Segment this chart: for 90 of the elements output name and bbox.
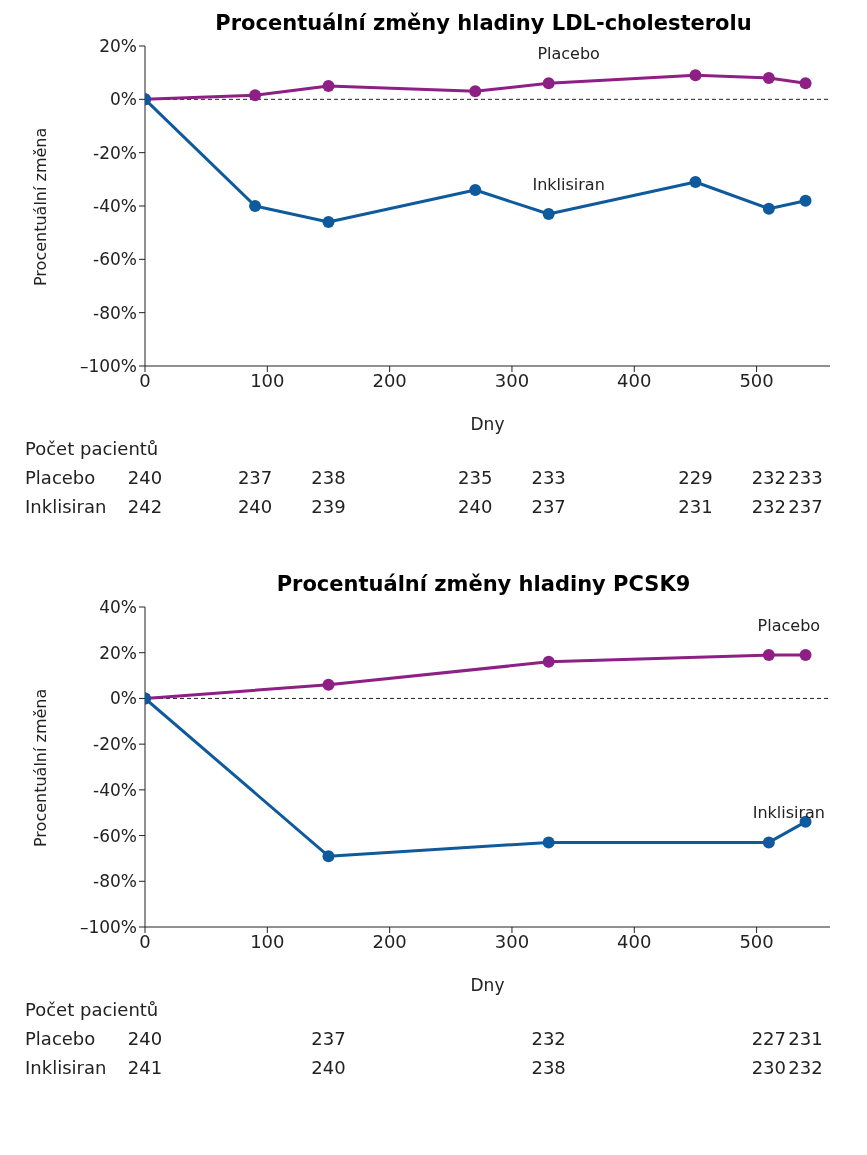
point [249, 89, 262, 102]
point [542, 77, 555, 90]
point [322, 216, 335, 228]
x-tick-label: 500 [739, 930, 774, 952]
y-axis-title: Procentuální změna [30, 688, 50, 847]
point [762, 649, 775, 661]
text: 233 [788, 467, 823, 488]
point [799, 194, 812, 207]
x-tick-label: 0 [139, 930, 151, 952]
point [469, 85, 482, 98]
text: 232 [530, 1028, 567, 1049]
y-tick-label: -80% [93, 871, 137, 892]
x-tick-label: 400 [617, 369, 652, 391]
text: 237 [236, 467, 274, 488]
x-tick-label: 0 [139, 369, 151, 391]
x-tick-label: 400 [617, 930, 652, 952]
text: 242 [126, 496, 164, 517]
series-label: Inklisiran [532, 175, 605, 194]
y-tick-label: -60% [93, 825, 137, 846]
y-tick-label: 0% [110, 89, 137, 110]
point [689, 69, 702, 82]
point [799, 649, 812, 661]
point [469, 184, 482, 196]
text: 232 [751, 467, 786, 488]
text: 230 [751, 1057, 786, 1078]
y-tick-label: 0% [110, 688, 137, 709]
y-tick-label: -80% [93, 302, 137, 323]
text: 241 [126, 1057, 164, 1078]
text: 231 [677, 496, 714, 517]
point [542, 655, 555, 668]
text: 240 [126, 467, 164, 488]
y-tick-label: –100% [79, 356, 137, 377]
text: 239 [310, 496, 347, 517]
text: 227 [751, 1028, 786, 1049]
text: 237 [530, 496, 567, 517]
point [542, 836, 555, 849]
y-tick-label: -20% [93, 734, 137, 755]
text: Placebo [25, 467, 96, 488]
text: 232 [788, 1057, 823, 1078]
y-axis-title: Procentuální změna [30, 127, 50, 286]
y-tick-label: 20% [99, 36, 137, 57]
text: Placebo [25, 1028, 96, 1049]
text: 238 [530, 1057, 567, 1078]
y-tick-label: -40% [93, 196, 137, 217]
x-tick-label: 100 [250, 930, 285, 952]
point [322, 678, 335, 691]
point [799, 77, 812, 90]
text: 233 [530, 467, 567, 488]
text: Inklisiran [25, 496, 107, 517]
x-tick-label: 500 [739, 369, 774, 391]
text: 235 [457, 467, 494, 488]
series-label: Placebo [757, 616, 821, 635]
x-tick-label: 200 [372, 930, 407, 952]
series-label: Placebo [537, 44, 600, 64]
text: 231 [788, 1028, 823, 1049]
text: Inklisiran [25, 1057, 107, 1078]
point [762, 836, 775, 849]
y-tick-label: –100% [79, 917, 137, 938]
y-tick-label: -40% [93, 779, 137, 800]
y-tick-label: -20% [93, 142, 137, 163]
text: 237 [788, 496, 823, 517]
point [762, 72, 775, 84]
point [542, 208, 555, 220]
x-tick-label: 200 [372, 369, 407, 391]
x-tick-label: 300 [494, 369, 530, 391]
series-label: Inklisiran [752, 803, 825, 823]
text: 237 [310, 1028, 347, 1049]
text: 232 [751, 496, 786, 517]
text: 229 [677, 467, 714, 488]
point [322, 80, 335, 92]
chart-title: Procentuální změny hladiny PCSK9 [275, 571, 692, 598]
x-tick-label: 300 [494, 930, 530, 952]
y-tick-label: -60% [93, 249, 137, 270]
x-tick-label: 100 [250, 369, 285, 391]
x-axis-title: Dny [470, 414, 505, 434]
text: 238 [310, 467, 347, 488]
point [762, 202, 775, 215]
point [249, 200, 262, 212]
text: 240 [236, 496, 274, 517]
y-tick-label: 40% [99, 597, 137, 618]
text: 240 [310, 1057, 347, 1078]
text: 240 [457, 496, 494, 517]
chart-title: Procentuální změny hladiny LDL-cholesterolu [214, 10, 753, 37]
text: Počet pacientů [25, 999, 159, 1020]
x-axis-title: Dny [470, 975, 505, 995]
text: Počet pacientů [25, 438, 159, 459]
text: 240 [126, 1028, 164, 1049]
y-tick-label: 20% [99, 642, 137, 663]
point [322, 850, 335, 863]
point [689, 176, 702, 188]
